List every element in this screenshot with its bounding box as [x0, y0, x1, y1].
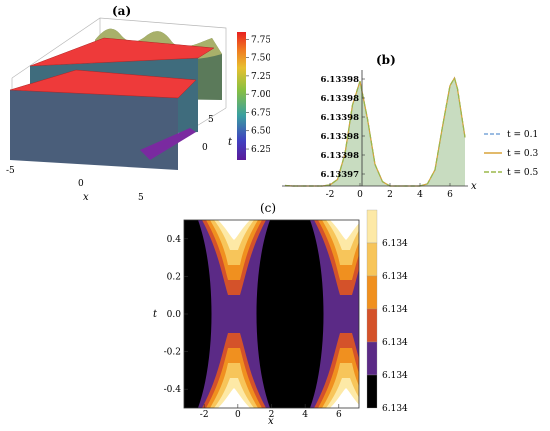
- c-y-tick-label: 0.2: [167, 272, 181, 282]
- c-y-tick-label: -0.2: [164, 348, 181, 358]
- surface-plot: (a) -5 0 5 x 0 5 t: [6, 4, 271, 203]
- c-x-tick-label: 2: [269, 410, 275, 420]
- lower-plateau-top: [9, 69, 197, 99]
- panel-a: (a) -5 0 5 x 0 5 t: [0, 0, 271, 215]
- contour-legend-label: 6.134: [382, 305, 408, 315]
- colorbar-tick-label: 6.50: [251, 127, 270, 137]
- colorbar-tick-label: 7.50: [251, 54, 270, 64]
- a-t-label: t: [228, 137, 233, 148]
- c-x-tick-label: 0: [235, 410, 241, 420]
- c-y-label: t: [153, 309, 158, 320]
- colorbar-tick-label: 7.00: [251, 90, 270, 100]
- contour-legend-swatch: [366, 308, 378, 343]
- colorbar-tick-label: 7.75: [251, 35, 270, 45]
- b-x-tick-label: 4: [417, 190, 423, 200]
- a-x-tick-1: 0: [78, 179, 84, 189]
- c-y-tick-label: 0.0: [167, 310, 182, 320]
- c-y-tick-label: -0.4: [164, 385, 182, 395]
- surface-floor: [140, 128, 196, 160]
- contour-legend-swatch: [366, 374, 378, 409]
- panel-b-label: (b): [376, 53, 396, 67]
- profile-fill: [285, 78, 465, 186]
- c-x-tick-label: -2: [200, 410, 209, 420]
- colorbar-tick-label: 7.25: [251, 72, 270, 82]
- a-t-tick-0: 0: [202, 143, 208, 153]
- colorbar-tick-label: 6.25: [251, 145, 270, 155]
- b-x-tick-label: 6: [447, 190, 453, 200]
- b-x-tick-label: 0: [357, 190, 363, 200]
- line-plot: (b) -2 0 2 4 6 6.13398 6.13398 6.13398 6.13398 6…: [282, 53, 538, 200]
- contour-legend-swatch: [366, 275, 378, 310]
- a-x-tick-2: 5: [138, 193, 144, 203]
- contour-legend-label: 6.134: [382, 239, 408, 249]
- upper-plateau-top: [29, 37, 215, 67]
- contour-legend-swatch: [366, 242, 378, 277]
- series-line-2: [284, 76, 466, 187]
- c-x-label: x: [268, 416, 274, 427]
- contour-legend-swatch: [366, 209, 378, 244]
- c-x-tick-label: 6: [336, 410, 342, 420]
- b-y-tick-label: 6.13398: [321, 94, 360, 104]
- b-legend: t = 0.1 t = 0.3 t = 0.5: [484, 130, 538, 178]
- b-y-tick-label: 6.13398: [321, 151, 360, 161]
- panel-b: (b) -2 0 2 4 6 6.13398 6.13398 6.13398 6.13398 6…: [272, 52, 550, 202]
- legend-label-t05: t = 0.5: [507, 168, 538, 178]
- b-x-tick-label: 2: [387, 190, 393, 200]
- a-x-tick-0: -5: [6, 166, 15, 176]
- legend-label-t03: t = 0.3: [507, 149, 538, 159]
- colorbar: [237, 32, 246, 160]
- lower-plateau-side: [10, 90, 178, 170]
- b-x-label: x: [471, 181, 477, 192]
- c-x-tick-label: 4: [302, 410, 308, 420]
- b-y-tick-label: 6.13398: [321, 132, 360, 142]
- legend-label-t01: t = 0.1: [507, 130, 538, 140]
- contour-legend-label: 6.134: [382, 404, 408, 414]
- b-x-tick-label: -2: [326, 190, 335, 200]
- panel-a-label: (a): [112, 4, 131, 18]
- c-y-tick-label: 0.4: [167, 235, 182, 245]
- contour-field: [184, 220, 359, 408]
- colorbar-tick-label: 6.75: [251, 108, 270, 118]
- panel-c: (c): [150, 200, 550, 427]
- contour-legend-label: 6.134: [382, 272, 408, 282]
- b-y-tick-label: 6.13398: [321, 75, 360, 85]
- contour-plot: (c): [153, 201, 408, 427]
- b-y-tick-label: 6.13397: [321, 170, 360, 180]
- b-y-tick-label: 6.13398: [321, 113, 360, 123]
- a-x-label: x: [83, 192, 89, 203]
- a-t-tick-1: 5: [208, 115, 214, 125]
- colorbar-ticks: 7.75 7.50 7.25 7.00 6.75 6.50 6.25: [246, 35, 271, 155]
- panel-c-label: (c): [260, 201, 276, 215]
- contour-legend-label: 6.134: [382, 371, 408, 381]
- contour-legend-label: 6.134: [382, 338, 408, 348]
- contour-legend-swatch: [366, 341, 378, 376]
